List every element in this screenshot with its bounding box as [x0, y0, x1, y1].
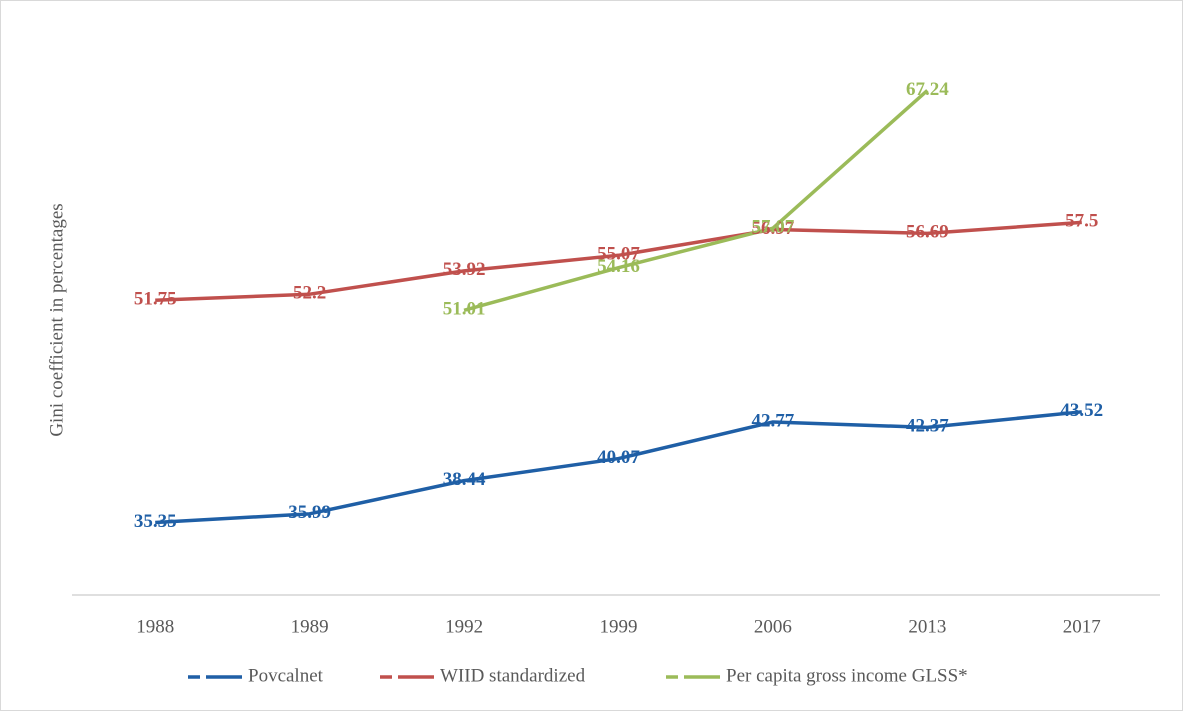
data-label: 38.44: [443, 469, 486, 490]
series-line: [155, 410, 1082, 525]
data-label: 56.69: [906, 222, 949, 243]
x-tick-label: 2013: [908, 616, 946, 637]
x-tick-label: 1999: [600, 616, 638, 637]
x-tick-label: 1989: [291, 616, 329, 637]
data-label: 51.01: [443, 299, 486, 320]
data-label: 51.75: [134, 289, 177, 310]
x-tick-label: 1988: [136, 616, 174, 637]
data-label: 56.97: [752, 218, 795, 239]
data-label: 40.07: [597, 447, 640, 468]
legend-label: Per capita gross income GLSS*: [726, 665, 968, 686]
data-label: 55.07: [597, 244, 640, 265]
data-label: 35.35: [134, 511, 177, 532]
data-label: 43.52: [1060, 400, 1103, 421]
data-label: 35.99: [288, 502, 331, 523]
x-tick-label: 2017: [1063, 616, 1101, 637]
legend-label: Povcalnet: [248, 665, 324, 686]
data-label: 57.5: [1065, 211, 1098, 232]
data-label: 57.07: [752, 217, 795, 238]
x-tick-label: 2006: [754, 616, 792, 637]
series-line: [463, 89, 929, 313]
data-label: 42.37: [906, 416, 949, 437]
data-label: 52.2: [293, 283, 326, 304]
series-line: [155, 220, 1082, 303]
x-tick-label: 1992: [445, 616, 483, 637]
data-label: 42.77: [752, 410, 795, 431]
data-label: 54.16: [597, 256, 640, 277]
data-label: 67.24: [906, 79, 949, 100]
data-label: 53.92: [443, 259, 486, 280]
legend-label: WIID standardized: [440, 665, 586, 686]
y-axis-label: Gini coefficient in percentages: [46, 203, 67, 436]
